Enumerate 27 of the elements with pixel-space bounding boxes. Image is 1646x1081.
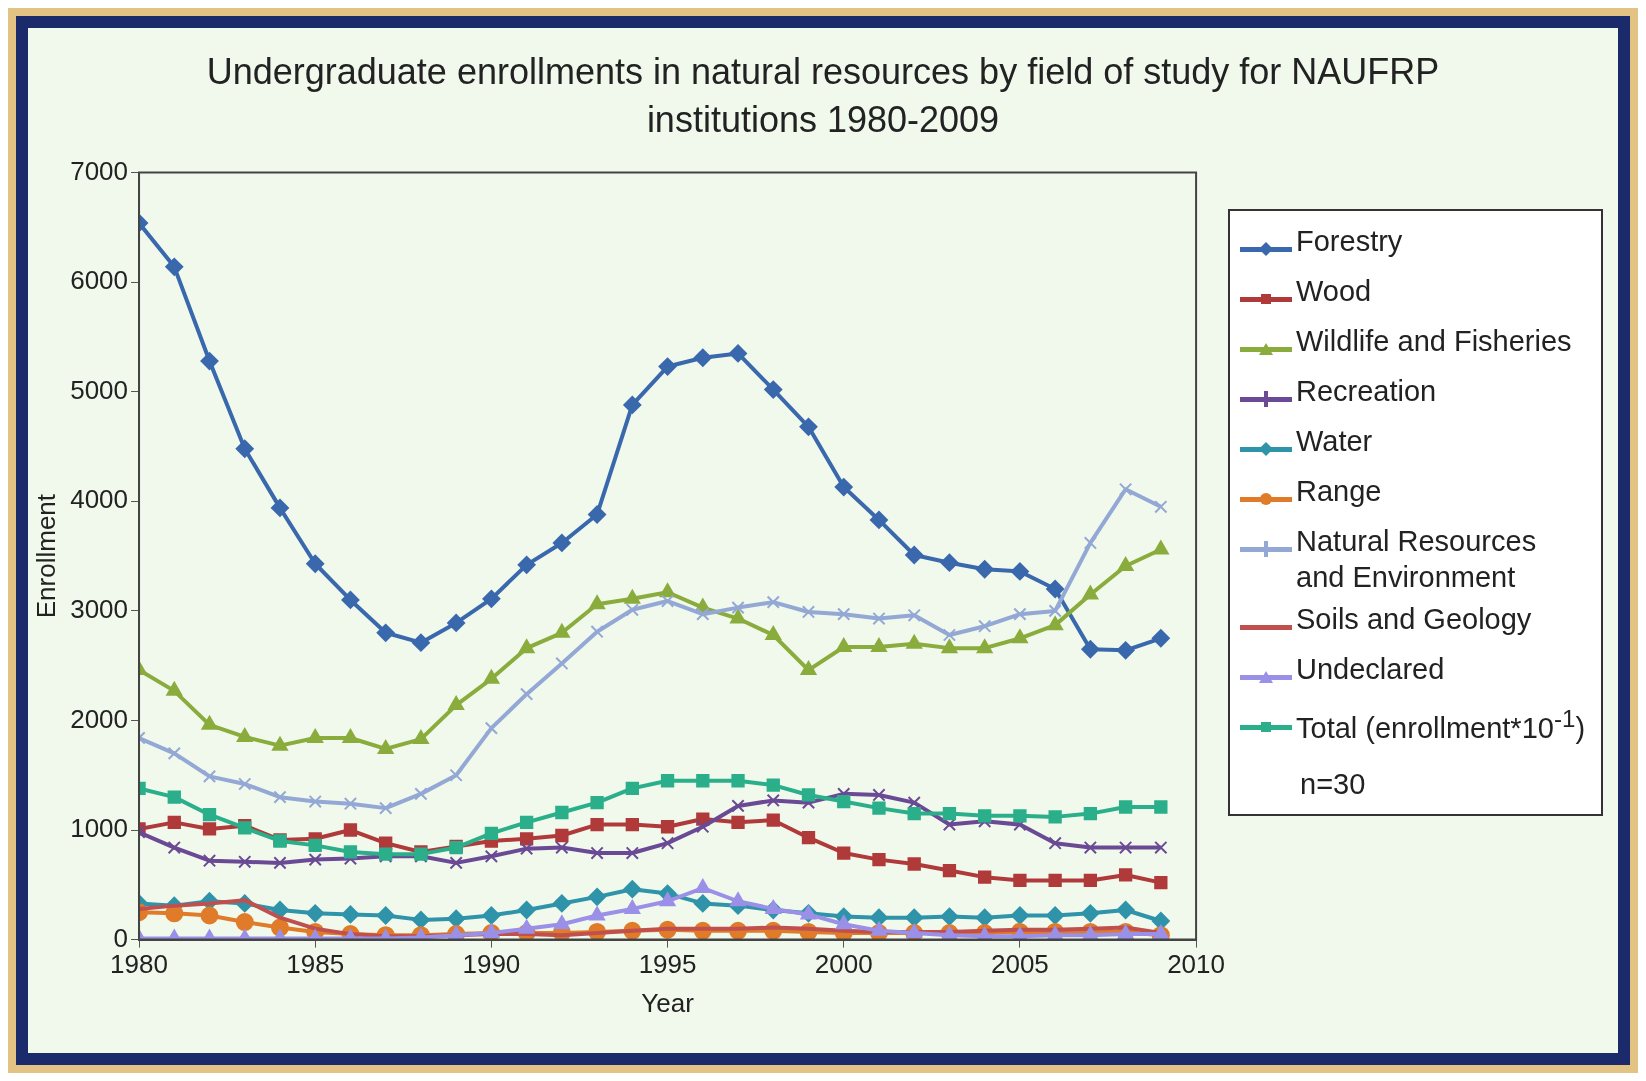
legend-label: Forestry: [1296, 224, 1403, 259]
legend-label: Wildlife and Fisheries: [1296, 324, 1572, 359]
legend-label: Water: [1296, 424, 1373, 459]
x-tick-label: 1995: [638, 949, 697, 980]
legend-label: Range: [1296, 474, 1382, 509]
y-tick-label: 5000: [70, 374, 129, 405]
y-tick-label: 6000: [70, 265, 129, 296]
x-tick-label: 1985: [286, 949, 345, 980]
chart-title: Undergraduate enrollments in natural resources by field of study for NAUFRP institutions 1980-2009: [205, 50, 1441, 142]
x-tick-label: 2000: [814, 949, 873, 980]
x-axis-title: Year: [641, 987, 695, 1018]
y-axis-title: Enrollment: [30, 493, 61, 619]
legend-label: Natural Resources and Environment: [1296, 524, 1538, 595]
y-tick-label: 3000: [70, 594, 129, 625]
text: n=30: [1300, 766, 1367, 802]
legend-label: Total (enrollment*10$^{-1}$): [1296, 704, 1586, 746]
y-tick-label: 7000: [70, 155, 129, 186]
y-tick-label: 2000: [70, 703, 129, 734]
legend-label: Soils and Geology: [1296, 602, 1532, 637]
x-tick-label: 1990: [462, 949, 521, 980]
y-tick-label: 4000: [70, 484, 129, 515]
legend-label: Recreation: [1296, 374, 1437, 409]
y-tick-label: 1000: [70, 813, 129, 844]
legend-label: Undeclared: [1296, 652, 1445, 687]
x-tick-label: 2010: [1167, 949, 1225, 980]
x-tick-label: 2005: [990, 949, 1049, 980]
legend-label: Wood: [1296, 274, 1372, 309]
